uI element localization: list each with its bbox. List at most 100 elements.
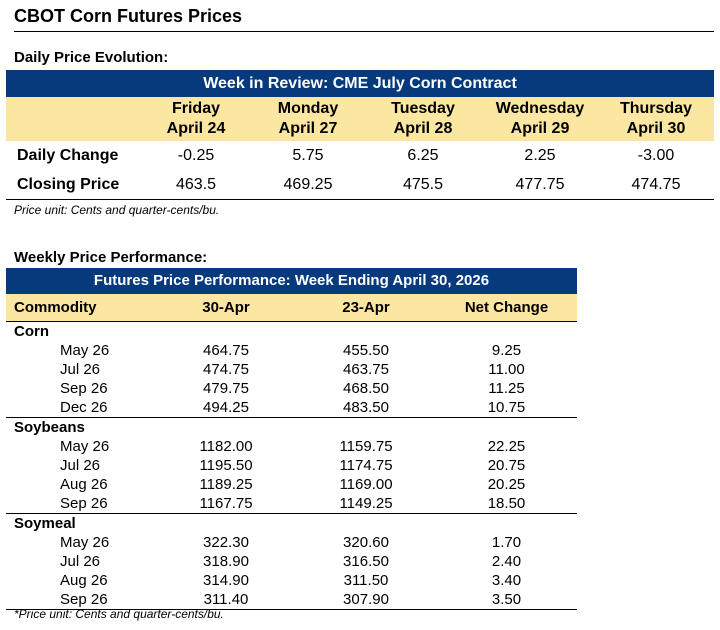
day-header: Friday April 24 [140, 97, 252, 141]
price-30-apr: 318.90 [203, 553, 249, 570]
daily-change-row: Daily Change -0.25 5.75 6.25 2.25 -3.00 [6, 141, 714, 170]
table-row: Aug 26 1189.25 1169.00 20.25 [6, 475, 577, 494]
table-row: Jul 26 474.75 463.75 11.00 [6, 360, 577, 379]
price-23-apr: 463.75 [343, 361, 389, 378]
contract-label: Jul 26 [60, 457, 101, 474]
day-name: Monday [277, 100, 339, 117]
price-23-apr: 483.50 [296, 398, 436, 418]
day-name: Wednesday [495, 100, 585, 117]
table-row: May 26 464.75 455.50 9.25 [6, 341, 577, 360]
table-row: Sep 26 1167.75 1149.25 18.50 [6, 494, 577, 514]
price-23-apr: 307.90 [296, 590, 436, 610]
table-row: Dec 26 494.25 483.50 10.75 [6, 398, 577, 418]
net-change: 20.25 [487, 476, 526, 493]
commodity-name: Soymeal [6, 513, 577, 533]
commodity-group-row: Soymeal [6, 513, 577, 533]
table-row: Jul 26 1195.50 1174.75 20.75 [6, 456, 577, 475]
weekly-header-row: Commodity 30-Apr 23-Apr Net Change [6, 294, 577, 322]
day-date: April 27 [278, 120, 338, 137]
net-change: 3.50 [436, 590, 577, 610]
net-change: 1.70 [491, 534, 522, 551]
price-23-apr: 316.50 [343, 553, 389, 570]
daily-cell: 2.25 [524, 146, 556, 164]
daily-header-row: Friday April 24 Monday April 27 Tuesday Apr… [6, 97, 714, 141]
commodity-group-row: Corn [6, 322, 577, 342]
table-row: May 26 1182.00 1159.75 22.25 [6, 437, 577, 456]
date-header: 30-Apr [156, 294, 296, 322]
weekly-section-title: Weekly Price Performance: [14, 249, 208, 266]
contract-label: Jul 26 [60, 361, 101, 378]
price-30-apr: 1167.75 [156, 494, 296, 514]
day-date: April 24 [166, 120, 226, 137]
price-23-apr: 1149.25 [296, 494, 436, 514]
daily-cell: -3.00 [637, 146, 675, 164]
price-23-apr: 1174.75 [339, 457, 393, 474]
weekly-performance-table: Commodity 30-Apr 23-Apr Net Change Corn M… [6, 294, 577, 610]
net-change: 11.25 [488, 380, 525, 397]
price-23-apr: 311.50 [343, 572, 389, 589]
net-change-header: Net Change [436, 294, 577, 322]
price-30-apr: 1189.25 [199, 476, 253, 493]
day-name: Thursday [619, 100, 692, 117]
net-change: 20.75 [487, 457, 526, 474]
commodity-name: Soybeans [6, 417, 577, 437]
price-23-apr: 1169.00 [339, 476, 393, 493]
price-30-apr: 314.90 [203, 572, 249, 589]
net-change: 22.25 [487, 438, 526, 455]
net-change: 2.40 [491, 553, 522, 570]
daily-cell: 475.5 [364, 170, 482, 200]
table-row: Sep 26 311.40 307.90 3.50 [6, 590, 577, 610]
price-30-apr: 494.25 [156, 398, 296, 418]
daily-cell: 5.75 [292, 146, 324, 164]
day-header: Monday April 27 [252, 97, 364, 141]
net-change: 9.25 [491, 342, 522, 359]
commodity-header: Commodity [6, 294, 156, 322]
day-header: Wednesday April 29 [482, 97, 598, 141]
daily-cell: 463.5 [140, 170, 252, 200]
weekly-price-unit-note: *Price unit: Cents and quarter-cents/bu. [14, 607, 224, 621]
contract-label: May 26 [60, 342, 110, 359]
price-30-apr: 322.30 [203, 534, 249, 551]
contract-label: Aug 26 [60, 476, 108, 493]
day-name: Tuesday [391, 100, 455, 117]
price-23-apr: 1159.75 [339, 438, 393, 455]
net-change: 11.00 [488, 361, 525, 378]
net-change: 18.50 [436, 494, 577, 514]
contract-label: Sep 26 [60, 380, 108, 397]
day-header: Thursday April 30 [598, 97, 714, 141]
price-23-apr: 320.60 [343, 534, 389, 551]
contract-label: May 26 [60, 438, 110, 455]
contract-label: Jul 26 [60, 553, 101, 570]
price-30-apr: 1195.50 [199, 457, 253, 474]
net-change: 3.40 [491, 572, 522, 589]
price-30-apr: 474.75 [203, 361, 249, 378]
day-header: Tuesday April 28 [364, 97, 482, 141]
daily-section-title: Daily Price Evolution: [14, 49, 169, 66]
price-30-apr: 1182.00 [199, 438, 253, 455]
daily-price-table: Friday April 24 Monday April 27 Tuesday Apr… [6, 97, 714, 200]
daily-cell: 474.75 [598, 170, 714, 200]
contract-label: Sep 26 [6, 494, 156, 514]
table-row: Sep 26 479.75 468.50 11.25 [6, 379, 577, 398]
day-date: April 30 [626, 120, 686, 137]
commodity-name: Corn [14, 323, 49, 340]
day-name: Friday [171, 100, 220, 117]
date-header: 23-Apr [296, 294, 436, 322]
price-23-apr: 455.50 [343, 342, 389, 359]
row-label: Daily Change [17, 146, 119, 164]
table-row: May 26 322.30 320.60 1.70 [6, 533, 577, 552]
contract-label: Aug 26 [60, 572, 108, 589]
contract-label: Sep 26 [6, 590, 156, 610]
contract-label: May 26 [60, 534, 110, 551]
daily-cell: 477.75 [482, 170, 598, 200]
daily-header-blank [6, 97, 140, 141]
day-date: April 28 [393, 120, 453, 137]
price-30-apr: 479.75 [203, 380, 249, 397]
price-30-apr: 311.40 [156, 590, 296, 610]
weekly-table-banner: Futures Price Performance: Week Ending A… [6, 268, 577, 294]
daily-cell: 469.25 [252, 170, 364, 200]
contract-label: Dec 26 [6, 398, 156, 418]
price-30-apr: 464.75 [203, 342, 249, 359]
daily-table-banner: Week in Review: CME July Corn Contract [6, 70, 714, 97]
table-row: Aug 26 314.90 311.50 3.40 [6, 571, 577, 590]
